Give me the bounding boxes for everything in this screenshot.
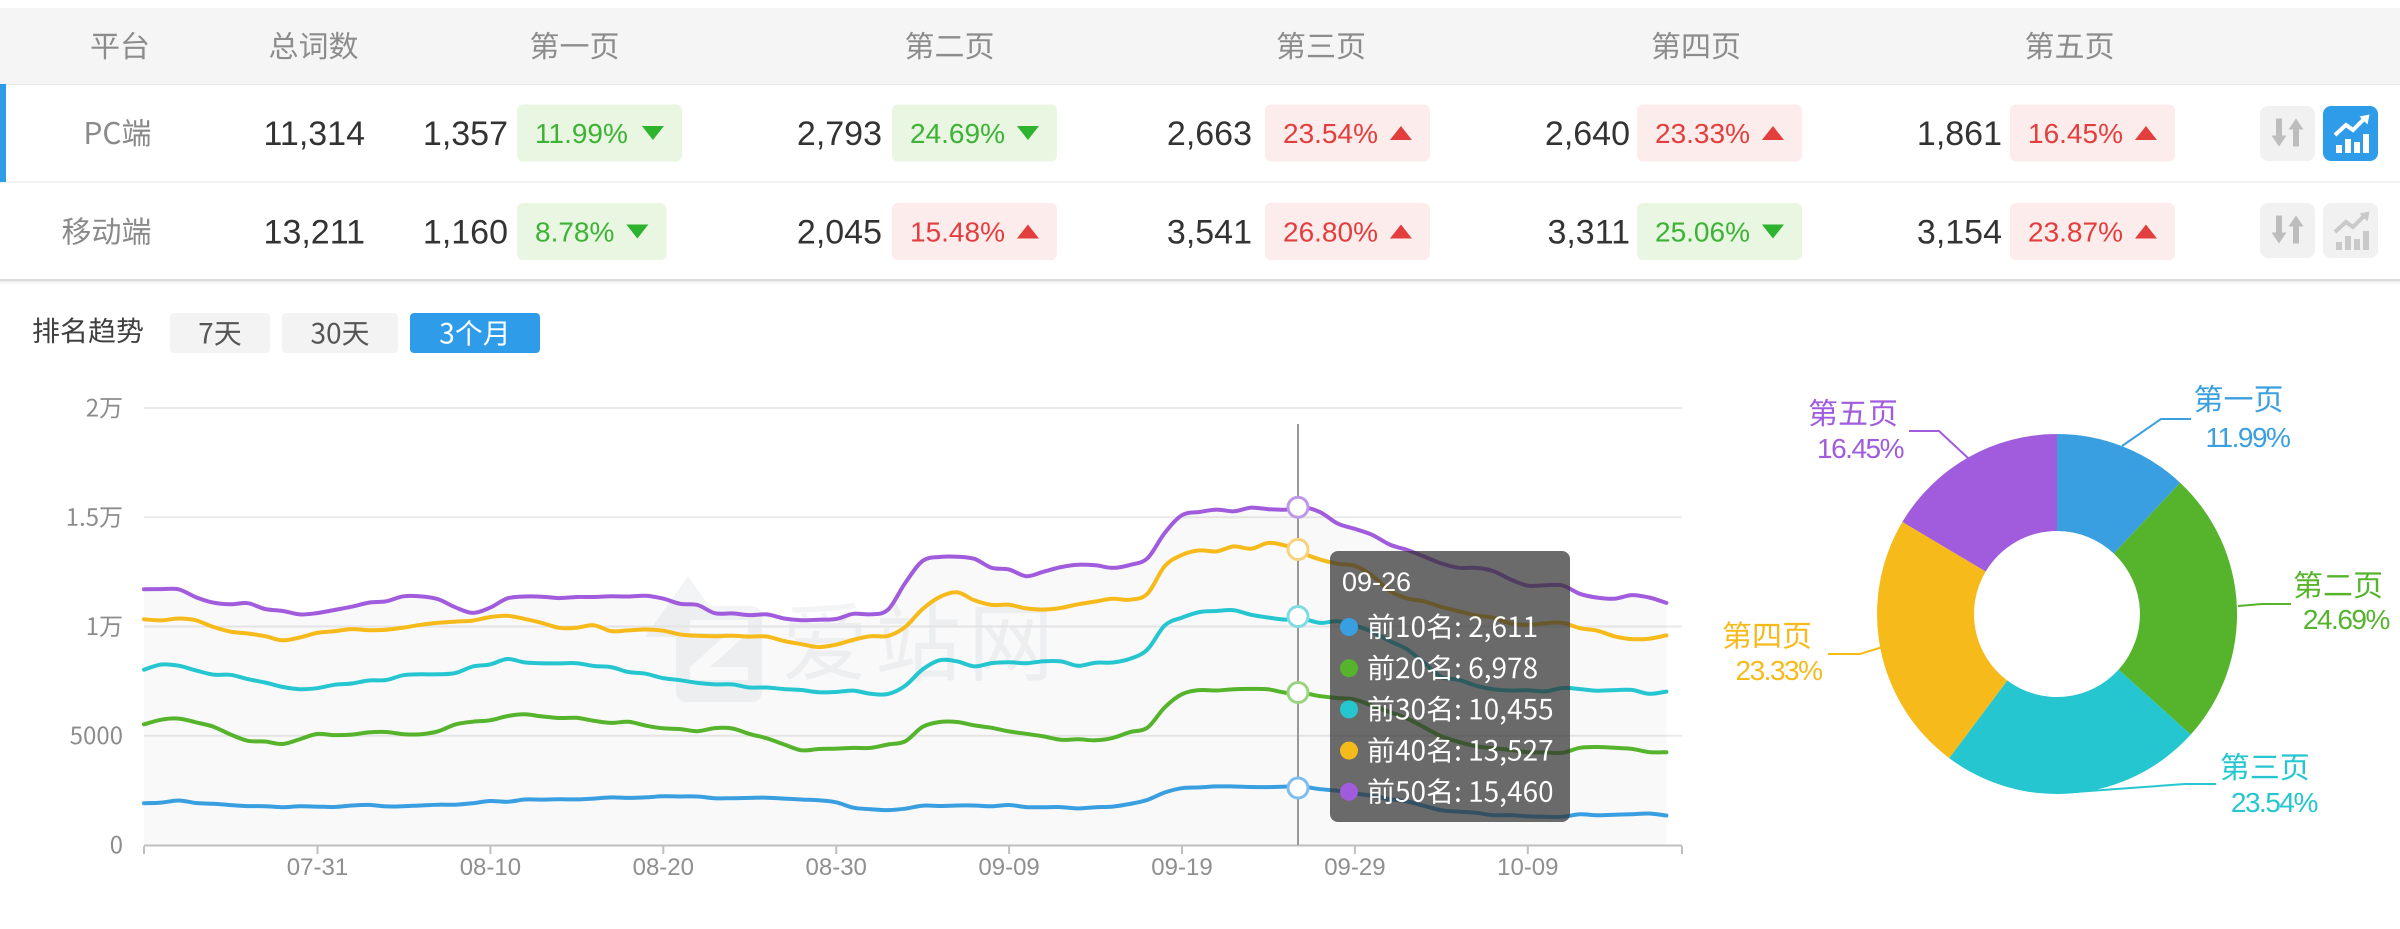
svg-text:16.45%: 16.45% (1817, 433, 1904, 464)
svg-text:08-30: 08-30 (806, 854, 867, 881)
svg-text:16.45%: 16.45% (2028, 118, 2123, 149)
svg-text:25.06%: 25.06% (1655, 217, 1750, 248)
svg-text:26.80%: 26.80% (1283, 217, 1378, 248)
svg-text:3,154: 3,154 (1917, 214, 2002, 252)
svg-text:08-10: 08-10 (460, 854, 521, 881)
svg-text:23.33%: 23.33% (1655, 118, 1750, 149)
svg-text:1,357: 1,357 (423, 115, 508, 153)
svg-text:23.87%: 23.87% (2028, 217, 2123, 248)
svg-text:24.69%: 24.69% (2303, 604, 2390, 635)
svg-text:11.99%: 11.99% (2206, 422, 2290, 453)
svg-text:2,663: 2,663 (1167, 115, 1252, 153)
svg-text:24.69%: 24.69% (910, 118, 1005, 149)
svg-text:2,640: 2,640 (1545, 115, 1630, 153)
svg-text:09-29: 09-29 (1324, 854, 1385, 881)
svg-text:10-09: 10-09 (1497, 854, 1558, 881)
svg-text:08-20: 08-20 (633, 854, 694, 881)
svg-text:15.48%: 15.48% (910, 217, 1005, 248)
svg-text:11.99%: 11.99% (535, 118, 628, 149)
svg-text:3,311: 3,311 (1547, 214, 1630, 252)
svg-text:09-09: 09-09 (978, 854, 1039, 881)
svg-text:11,314: 11,314 (264, 115, 365, 153)
svg-text:09-19: 09-19 (1151, 854, 1212, 881)
svg-text:3,541: 3,541 (1167, 214, 1252, 252)
svg-text:23.54%: 23.54% (2231, 787, 2318, 818)
svg-text:23.54%: 23.54% (1283, 118, 1378, 149)
svg-text:2,045: 2,045 (797, 214, 882, 252)
svg-text:13,211: 13,211 (264, 214, 365, 252)
svg-text:09-26: 09-26 (1342, 567, 1411, 597)
svg-text:23.33%: 23.33% (1736, 655, 1823, 686)
svg-text:07-31: 07-31 (287, 854, 348, 881)
svg-text:1,861: 1,861 (1917, 115, 2002, 153)
svg-text:1,160: 1,160 (423, 214, 508, 252)
svg-text:2,793: 2,793 (797, 115, 882, 153)
svg-text:8.78%: 8.78% (535, 217, 614, 248)
